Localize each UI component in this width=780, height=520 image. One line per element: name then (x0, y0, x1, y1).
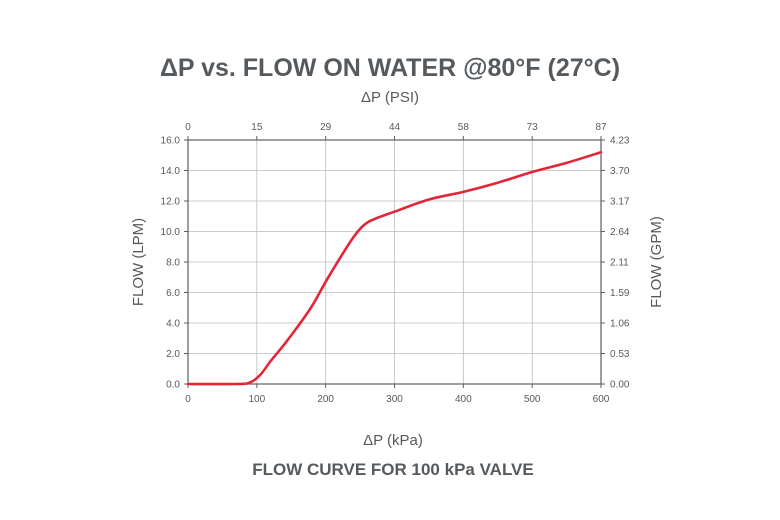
y2-tick-label: 2.11 (610, 258, 629, 269)
y-tick-label: 14.0 (161, 166, 181, 177)
y-tick-label: 10.0 (161, 227, 181, 238)
x-tick-label: 300 (386, 394, 403, 405)
y-tick-label: 12.0 (161, 197, 181, 208)
chart-title: ΔP vs. FLOW ON WATER @80°F (27°C) (160, 54, 620, 82)
y-tick-label: 6.0 (166, 288, 180, 299)
y2-tick-label: 3.17 (610, 197, 630, 208)
x-tick-label: 600 (593, 394, 610, 405)
tick-labels: 0 0 100 15 200 29 300 44 400 58 500 73 600 87 0.0 0.00 2… (161, 122, 630, 405)
y2-tick-label: 1.59 (610, 288, 630, 299)
y-tick-label: 0.0 (166, 380, 180, 391)
x-tick-label: 100 (248, 394, 265, 405)
x2-tick-label: 15 (251, 122, 263, 133)
y2-tick-label: 2.64 (610, 227, 630, 238)
top-axis-label: ΔP (PSI) (361, 89, 419, 106)
x-axis-label: ΔP (kPa) (363, 432, 423, 449)
y2-tick-label: 0.00 (610, 380, 630, 391)
x2-tick-label: 29 (320, 122, 332, 133)
x2-tick-label: 0 (185, 122, 191, 133)
y2-tick-label: 3.70 (610, 166, 630, 177)
y2-tick-label: 0.53 (610, 349, 630, 360)
x2-tick-label: 44 (389, 122, 401, 133)
x-tick-label: 200 (317, 394, 334, 405)
y2-tick-label: 4.23 (610, 136, 630, 147)
y-axis-label: FLOW (LPM) (130, 218, 147, 306)
x-tick-label: 0 (185, 394, 191, 405)
y2-axis-label: FLOW (GPM) (648, 216, 665, 308)
y2-tick-label: 1.06 (610, 319, 630, 330)
y-tick-label: 4.0 (166, 319, 180, 330)
x2-tick-label: 73 (527, 122, 539, 133)
y-tick-label: 8.0 (166, 258, 180, 269)
y-tick-label: 16.0 (161, 136, 181, 147)
flow-curve-series (186, 150, 603, 386)
x-tick-label: 500 (524, 394, 541, 405)
grid-lines (188, 140, 601, 384)
x-tick-label: 400 (455, 394, 472, 405)
chart-subtitle: FLOW CURVE FOR 100 kPa VALVE (252, 460, 534, 479)
y-tick-label: 2.0 (166, 349, 180, 360)
x2-tick-label: 87 (595, 122, 607, 133)
x2-tick-label: 58 (458, 122, 470, 133)
